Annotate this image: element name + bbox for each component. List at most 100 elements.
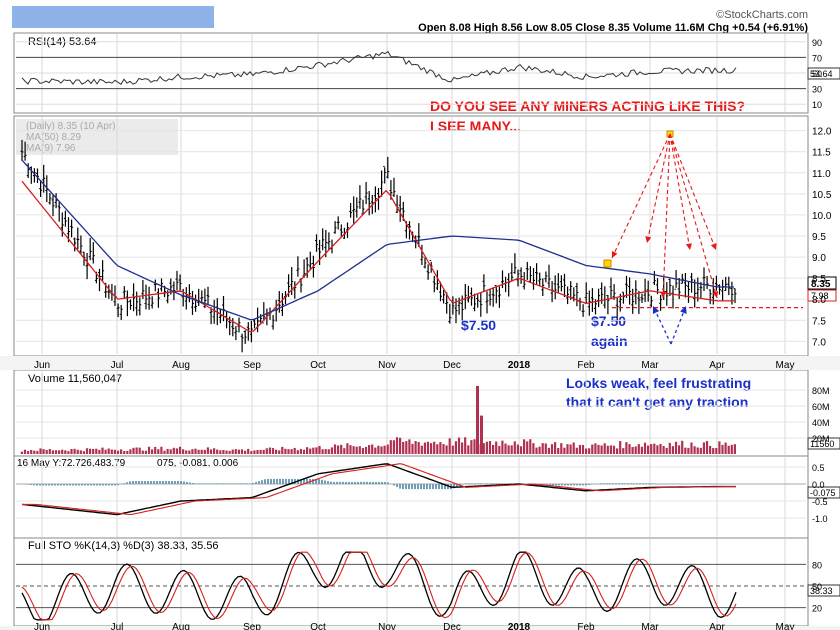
month-label: Apr: [709, 360, 725, 371]
volume-bar: [699, 447, 702, 454]
macd-hist-bar: [369, 481, 371, 484]
volume-bar: [250, 451, 253, 454]
volume-bar: [563, 447, 566, 454]
macd-hist-bar: [306, 478, 308, 484]
volume-tick-label: 20M: [812, 434, 830, 444]
price-tick-label: 8.0: [812, 295, 826, 306]
volume-bar: [203, 449, 206, 454]
volume-bar: [209, 449, 213, 454]
macd-hist-bar: [114, 484, 116, 486]
macd-tick-label: -0.5: [812, 497, 828, 507]
volume-bar: [470, 440, 473, 454]
macd-hist-bar: [393, 484, 395, 486]
red-arrow-line: [669, 133, 691, 251]
volume-bar: [371, 444, 374, 454]
annotation-subtitle: I SEE MANY...: [430, 118, 521, 134]
volume-bar: [64, 450, 67, 454]
volume-bar: [58, 450, 61, 454]
macd-hist-bar: [411, 484, 413, 490]
macd-hist-bar: [150, 481, 152, 484]
volume-bar: [690, 442, 693, 454]
macd-hist-bar: [570, 484, 572, 486]
macd-hist-bar: [501, 483, 503, 484]
macd-hist-bar: [54, 484, 56, 486]
red-arrowhead: [611, 251, 618, 258]
volume-bar: [492, 444, 495, 454]
macd-hist-bar: [324, 480, 326, 484]
macd-hist-bar: [126, 482, 128, 484]
volume-bar: [420, 445, 423, 454]
data-layer: [20, 50, 737, 621]
volume-bar: [113, 449, 116, 454]
volume-bar: [430, 443, 433, 454]
volume-bar: [671, 446, 674, 454]
volume-bar: [126, 450, 129, 454]
macd-hist-bar: [42, 484, 44, 486]
volume-bar: [727, 445, 730, 454]
volume-bar: [228, 450, 231, 454]
volume-bar: [656, 445, 659, 454]
macd-hist-bar: [48, 484, 50, 486]
macd-hist-bar: [405, 484, 407, 490]
macd-hist-bar: [129, 481, 131, 484]
price-legend-2: MA(50) 8.29: [26, 132, 81, 143]
macd-hist-bar: [93, 484, 95, 486]
macd-hist-bar: [567, 484, 569, 486]
macd-hist-bar: [57, 484, 59, 486]
volume-bar: [306, 447, 309, 454]
macd-hist-bar: [258, 481, 260, 484]
price-tick-label: 8.5: [812, 274, 826, 285]
volume-bar: [684, 447, 687, 454]
volume-bar: [696, 447, 699, 454]
macd-hist-bar: [633, 483, 635, 484]
macd-hist-bar: [582, 484, 584, 486]
volume-bar: [442, 444, 445, 454]
volume-bar: [330, 447, 333, 454]
volume-bar: [262, 449, 265, 454]
volume-bar: [290, 449, 293, 454]
volume-bar: [408, 439, 411, 454]
volume-bar: [498, 445, 501, 454]
macd-hist-bar: [606, 483, 608, 484]
rsi-tick-label: 30: [812, 85, 822, 95]
volume-bar: [523, 439, 526, 454]
title-tab[interactable]: [12, 6, 214, 28]
month-label-bottom: Mar: [641, 622, 659, 630]
macd-hist-bar: [555, 484, 557, 486]
volume-bar: [687, 447, 690, 454]
volume-bar: [271, 448, 275, 454]
macd-hist-bar: [30, 484, 32, 485]
red-arrow-line: [662, 133, 671, 299]
macd-hist-bar: [117, 484, 119, 486]
volume-bar: [138, 447, 141, 454]
macd-hist-bar: [108, 484, 110, 486]
volume-bar: [216, 449, 219, 454]
rsi-last-badge: [807, 67, 840, 80]
volume-bar: [197, 449, 200, 454]
volume-bar: [107, 448, 110, 454]
month-label: 2018: [508, 360, 531, 371]
volume-bar: [609, 445, 612, 454]
macd-hist-bar: [36, 484, 38, 486]
volume-bar: [733, 444, 736, 454]
volume-label: Volume 11,560,047: [28, 373, 122, 385]
macd-hist-bar: [546, 484, 548, 486]
volume-bar: [175, 448, 178, 454]
volume-bar: [461, 442, 464, 454]
volume-bar: [532, 443, 535, 454]
volume-bar: [665, 447, 668, 454]
price-tick-label: 10.0: [812, 211, 832, 222]
volume-comment-1: Looks weak, feel frustrating: [566, 375, 751, 391]
volume-bar: [166, 448, 169, 454]
volume-bar: [588, 448, 591, 454]
volume-bar: [464, 437, 467, 454]
macd-hist-bar: [213, 483, 215, 484]
volume-bar: [693, 446, 696, 454]
macd-hist-bar: [573, 484, 575, 486]
volume-bar: [389, 440, 392, 454]
macd-hist-bar: [396, 484, 398, 488]
volume-bar: [355, 446, 358, 454]
macd-hist-bar: [642, 483, 644, 484]
macd-last-badge: [807, 486, 840, 499]
